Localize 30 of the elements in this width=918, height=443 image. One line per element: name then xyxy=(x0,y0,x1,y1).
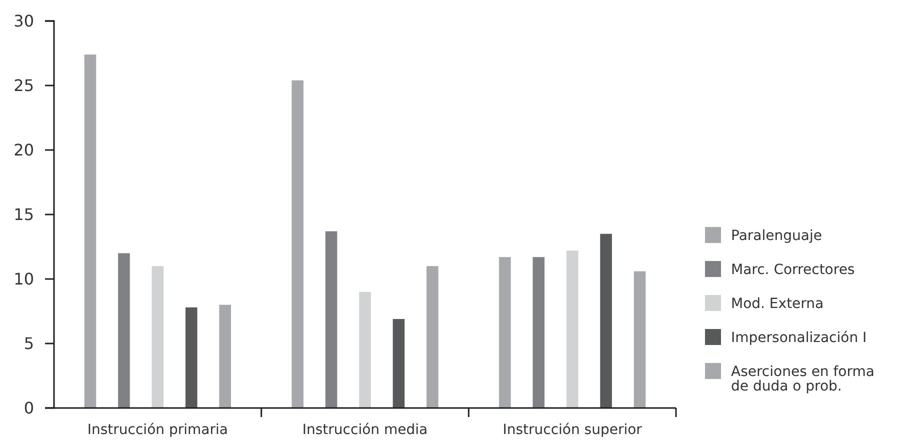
y-tick-label: 25 xyxy=(14,76,34,96)
y-tick-label: 20 xyxy=(14,140,34,160)
bar xyxy=(532,257,545,408)
bar xyxy=(359,292,371,408)
y-tick-label: 0 xyxy=(24,398,34,418)
legend-label: Impersonalización I xyxy=(731,330,867,346)
bar xyxy=(600,234,612,408)
legend-label: Mod. Externa xyxy=(731,296,824,312)
bar xyxy=(219,304,231,408)
bar xyxy=(292,80,304,408)
x-tick-label: Instrucción media xyxy=(302,422,428,438)
bar xyxy=(566,250,578,408)
legend-label: Marc. Correctores xyxy=(731,262,855,278)
bar xyxy=(499,257,511,408)
bar xyxy=(84,54,96,408)
legend-label: Paralenguaje xyxy=(731,228,822,244)
y-tick-label: 10 xyxy=(14,270,34,289)
bar xyxy=(392,318,405,408)
x-tick-label: Instrucción superior xyxy=(502,422,642,438)
bar xyxy=(426,266,438,408)
y-tick-label: 5 xyxy=(24,334,34,354)
x-tick-label: Instrucción primaria xyxy=(87,422,228,438)
bar xyxy=(152,266,164,408)
bar xyxy=(118,253,130,408)
y-tick-label: 30 xyxy=(14,12,34,31)
y-tick-label: 15 xyxy=(14,205,34,224)
bar xyxy=(634,271,646,408)
bar xyxy=(185,307,198,408)
legend-label: Aserciones en forma de duda o prob. xyxy=(731,364,874,395)
bar xyxy=(325,231,338,408)
